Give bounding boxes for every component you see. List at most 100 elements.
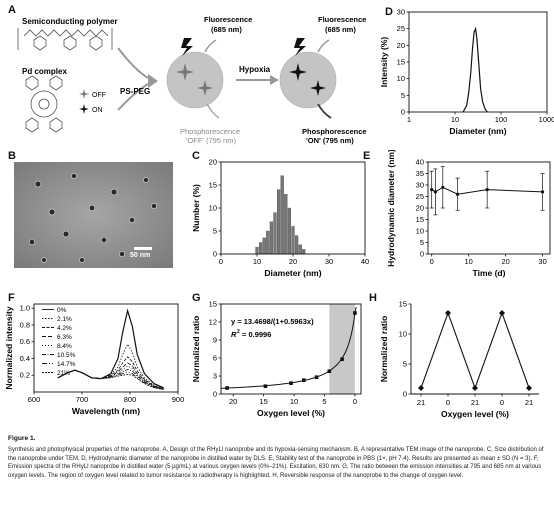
spectrum-line bbox=[57, 356, 164, 389]
fit-curve bbox=[220, 306, 357, 389]
y-tick-label: 6 bbox=[213, 354, 217, 363]
fluorescence-1-nm: (685 nm) bbox=[211, 25, 242, 34]
x-tick-label: 600 bbox=[28, 395, 41, 404]
legend-label: 0% bbox=[57, 307, 67, 314]
y-tick-label: 15 bbox=[209, 300, 217, 309]
on-star-icon bbox=[79, 104, 89, 114]
x-axis-label: Time (d) bbox=[473, 268, 506, 278]
histogram-bar bbox=[295, 235, 299, 255]
data-point bbox=[340, 357, 344, 361]
x-tick-label: 800 bbox=[124, 395, 137, 404]
y-tick-label: 15 bbox=[397, 58, 405, 67]
data-point bbox=[314, 375, 319, 379]
data-point bbox=[472, 385, 478, 391]
np-on-star-1 bbox=[289, 63, 307, 81]
x-tick-label: 0 bbox=[353, 397, 357, 406]
nanoparticle-off-stars-icon bbox=[176, 63, 213, 96]
chart-h-reversibility: 0 5 10 15 21 0 21 0 21 Oxygen level (%) Normalized… bbox=[379, 300, 539, 419]
x-tick-label: 1000 bbox=[539, 115, 554, 124]
histogram-bar bbox=[273, 212, 277, 255]
phos-off-1: Phosphorescence bbox=[180, 127, 240, 136]
y-tick-label: 0 bbox=[420, 250, 424, 259]
histogram-bar bbox=[287, 207, 291, 255]
data-point bbox=[485, 188, 489, 192]
y-tick-label: 1.0 bbox=[20, 304, 30, 313]
data-point bbox=[263, 384, 268, 388]
x-axis-label: Oxygen level (%) bbox=[257, 408, 325, 418]
pd-complex-structure-icon bbox=[25, 75, 63, 133]
y-tick-label: 0.4 bbox=[20, 354, 30, 363]
axes-frame bbox=[408, 11, 548, 113]
off-label: OFF bbox=[92, 92, 106, 99]
y-axis-label: Normalized intensity bbox=[4, 306, 14, 389]
on-star-icon bbox=[79, 104, 89, 114]
spectrum-line bbox=[57, 369, 164, 390]
legend-label: 14.7% bbox=[57, 361, 76, 368]
x-tick-label: 900 bbox=[172, 395, 185, 404]
panel-label-e: E bbox=[363, 150, 371, 162]
legend-label: 21% bbox=[57, 370, 70, 377]
fluorescence-2-label: Fluorescence bbox=[318, 15, 366, 24]
y-tick-label: 9 bbox=[213, 336, 217, 345]
y-tick-label: 10 bbox=[416, 227, 424, 236]
data-point bbox=[499, 310, 505, 316]
y-tick-label: 25 bbox=[416, 192, 424, 201]
x-tick-label: 0 bbox=[430, 257, 434, 266]
x-tick-label: 21 bbox=[525, 398, 533, 407]
panel-label-b: B bbox=[8, 150, 16, 162]
chart-e-stability: 0 10 20 30 0 5 10 15 20 25 30 35 40 Time (d) Hydrodyna… bbox=[386, 150, 551, 278]
polymer-label: Semiconducting polymer bbox=[22, 17, 118, 26]
panel-a-schematic: Semiconducting polymer Pd complex OFF ON… bbox=[17, 15, 367, 145]
histogram-bar bbox=[280, 175, 284, 255]
pd-complex-label: Pd complex bbox=[22, 67, 67, 76]
caption-title: Figure 1. bbox=[8, 435, 36, 442]
y-tick-label: 0 bbox=[403, 390, 407, 399]
hypoxia-label: Hypoxia bbox=[239, 65, 271, 74]
y-tick-label: 30 bbox=[416, 181, 424, 190]
dls-line bbox=[462, 26, 488, 113]
off-star-icon bbox=[79, 89, 89, 99]
y-tick-label: 5 bbox=[420, 238, 424, 247]
panel-label-a: A bbox=[8, 4, 16, 16]
legend-label: 4.2% bbox=[57, 325, 72, 332]
x-tick-label: 30 bbox=[538, 257, 546, 266]
emission-arrow-4-icon bbox=[317, 103, 332, 119]
polymer-structure-icon bbox=[17, 28, 113, 51]
histogram-bar bbox=[302, 249, 306, 255]
emission-arrow-2-icon bbox=[206, 103, 220, 119]
x-tick-label: 20 bbox=[289, 257, 297, 266]
y-axis-label: Hydrodynamic diameter (nm) bbox=[386, 150, 396, 267]
y-axis-label: Number (%) bbox=[191, 184, 201, 232]
fluorescence-2-nm: (685 nm) bbox=[325, 25, 356, 34]
hypoxia-arrow-head-icon bbox=[270, 75, 279, 85]
axes-frame bbox=[33, 303, 179, 393]
x-axis-label: Oxygen level (%) bbox=[441, 409, 509, 419]
y-tick-label: 5 bbox=[403, 360, 407, 369]
scale-bar-label: 50 nm bbox=[130, 252, 151, 259]
x-tick-label: 10 bbox=[253, 257, 261, 266]
histogram-bar bbox=[284, 194, 288, 255]
lightning-icon-2 bbox=[294, 38, 306, 56]
histogram-bar bbox=[298, 244, 302, 255]
lightning-icon-1 bbox=[181, 38, 193, 56]
caption-body: Synthesis and photophysical properties o… bbox=[8, 447, 544, 479]
arrow-head-icon bbox=[148, 74, 158, 88]
x-tick-label: 0 bbox=[219, 257, 223, 266]
y-tick-label: 5 bbox=[401, 91, 405, 100]
axes-frame bbox=[220, 303, 362, 395]
on-label: ON bbox=[92, 107, 103, 114]
y-tick-label: 10 bbox=[209, 204, 217, 213]
r-squared-label: R bbox=[231, 330, 237, 339]
y-tick-label: 40 bbox=[416, 158, 424, 167]
data-point bbox=[433, 190, 437, 194]
x-tick-label: 20 bbox=[501, 257, 509, 266]
chart-g-ratio-vs-oxygen: y = 13.4698/(1+0.5963x) R 2 = 0.9996 20 15 10 5… bbox=[191, 300, 362, 418]
panel-label-g: G bbox=[192, 292, 201, 304]
np-on-star-2 bbox=[310, 80, 326, 96]
x-tick-label: 10 bbox=[290, 397, 298, 406]
x-tick-label: 0 bbox=[500, 398, 504, 407]
legend-label: 8.4% bbox=[57, 343, 72, 350]
histogram-bar bbox=[266, 230, 270, 255]
spectrum-line bbox=[57, 369, 164, 390]
ps-peg-label: PS-PEG bbox=[120, 87, 150, 96]
